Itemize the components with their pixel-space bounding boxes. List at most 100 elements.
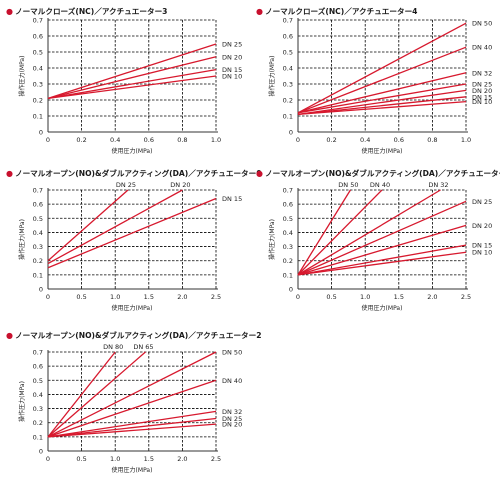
y-tick-label: 0.1 [283,113,293,121]
bullet-icon: ● [6,331,13,340]
series-label: DN 40 [472,44,492,52]
y-tick-label: 0.7 [283,187,293,195]
chart-no-da-actuator1: 0 0.1 0.2 0.3 0.4 0.5 0.6 0.7 0 0.5 1.0 1.5 2.0 2.5 使用… [268,181,492,312]
series-line [297,224,467,276]
series-label: DN 25 [222,415,242,423]
bullet-icon: ● [256,7,263,16]
series-label: DN 40 [370,181,390,189]
y-tick-label: 0.7 [33,187,43,195]
series-line [47,351,146,438]
y-tick-label: 0.2 [33,97,43,105]
series-line [297,83,467,114]
y-tick-label: 0.5 [283,215,293,223]
series-line [297,89,467,116]
y-tick-label: 0.6 [33,201,43,209]
y-tick-label: 0.1 [33,271,43,279]
series-line [47,197,217,269]
x-tick-label: 0.4 [110,136,120,144]
x-tick-label: 0.5 [76,455,86,463]
y-tick-label: 0.4 [33,65,43,73]
x-tick-label: 1.5 [144,455,154,463]
series-label: DN 25 [116,181,136,189]
series-label: DN 32 [472,69,492,77]
series-line [297,46,467,114]
x-tick-label: 0 [46,293,50,301]
y-tick-label: 0.1 [283,271,293,279]
y-tick-label: 0.6 [283,201,293,209]
x-tick-label: 0.2 [326,136,336,144]
chart-title-text: ノーマルクローズ(NC)／アクチュエーター3 [14,7,168,16]
series-line [297,189,441,276]
series-label: DN 40 [222,377,242,385]
series-label: DN 50 [472,20,492,28]
y-tick-label: 0 [39,129,43,137]
y-tick-label: 0 [289,286,293,294]
y-tick-label: 0.3 [33,81,43,89]
x-axis-label: 使用圧力(MPa) [362,304,403,312]
series-line [47,423,217,438]
series-label: DN 25 [472,81,492,89]
x-tick-label: 0.8 [177,136,187,144]
series-label: DN 10 [472,249,492,257]
x-tick-label: 0 [46,136,50,144]
x-tick-label: 2.0 [177,293,187,301]
series-line [297,189,383,276]
chart-nc-actuator4: 0 0.1 0.2 0.3 0.4 0.5 0.6 0.7 0 0.2 0.4 0.6 0.8 1.0 使用… [268,17,492,156]
series-label: DN 15 [222,66,242,74]
x-tick-label: 0.4 [360,136,370,144]
y-tick-label: 0.4 [283,65,293,73]
series-label: DN 25 [472,198,492,206]
series-line [297,200,467,276]
x-tick-label: 1.0 [360,293,370,301]
x-tick-label: 2.5 [211,293,221,301]
series-line [47,56,217,100]
y-tick-label: 0.5 [33,377,43,385]
y-tick-label: 0.3 [33,243,43,251]
series-line [47,351,217,438]
series-line [297,189,351,276]
series-label: DN 80 [103,343,123,351]
series-label: DN 20 [222,53,242,61]
x-tick-label: 2.5 [211,455,221,463]
x-tick-label: 1.0 [211,136,221,144]
x-tick-label: 2.5 [461,293,471,301]
x-tick-label: 2.0 [427,293,437,301]
y-tick-label: 0.4 [33,391,43,399]
chart-no-da-actuator2: 0 0.1 0.2 0.3 0.4 0.5 0.6 0.7 0 0.5 1.0 1.5 2.0 2.5 使用… [18,343,242,474]
x-tick-label: 0.5 [326,293,336,301]
x-tick-label: 0 [296,293,300,301]
y-tick-label: 0.5 [33,215,43,223]
x-tick-label: 0.2 [76,136,86,144]
series-label: DN 65 [133,343,153,351]
x-tick-label: 0.5 [76,293,86,301]
series-label: DN 15 [472,242,492,250]
y-tick-label: 0 [39,448,43,456]
x-axis-label: 使用圧力(MPa) [112,466,153,474]
y-tick-label: 0.1 [33,433,43,441]
y-tick-label: 0.4 [283,229,293,237]
chart-title: ● ノーマルオープン(NO)&ダブルアクティング(DA)／アクチュエーター0 [6,168,262,179]
y-tick-label: 0.2 [283,257,293,265]
y-tick-label: 0 [39,286,43,294]
x-tick-label: 1.0 [461,136,471,144]
bullet-icon: ● [256,169,263,178]
x-tick-label: 1.5 [144,293,154,301]
series-line [297,100,467,116]
y-tick-label: 0.1 [33,113,43,121]
y-axis-label: 操作圧力(MPa) [18,381,26,422]
series-label: DN 15 [472,93,492,101]
y-axis-label: 操作圧力(MPa) [268,219,276,260]
series-label: DN 32 [222,408,242,416]
y-axis-label: 操作圧力(MPa) [18,56,26,97]
chart-no-da-actuator0: 0 0.1 0.2 0.3 0.4 0.5 0.6 0.7 0 0.5 1.0 1.5 2.0 2.5 使用… [18,181,242,312]
series-label: DN 20 [472,87,492,95]
chart-nc-actuator3: 0 0.1 0.2 0.3 0.4 0.5 0.6 0.7 0 0.2 0.4 0.6 0.8 1.0 使用… [18,17,242,156]
series-label: DN 50 [338,181,358,189]
series-label: DN 10 [472,98,492,106]
y-tick-label: 0.6 [33,33,43,41]
x-tick-label: 1.0 [110,455,120,463]
y-tick-label: 0.3 [283,243,293,251]
series-label: DN 15 [222,195,242,203]
